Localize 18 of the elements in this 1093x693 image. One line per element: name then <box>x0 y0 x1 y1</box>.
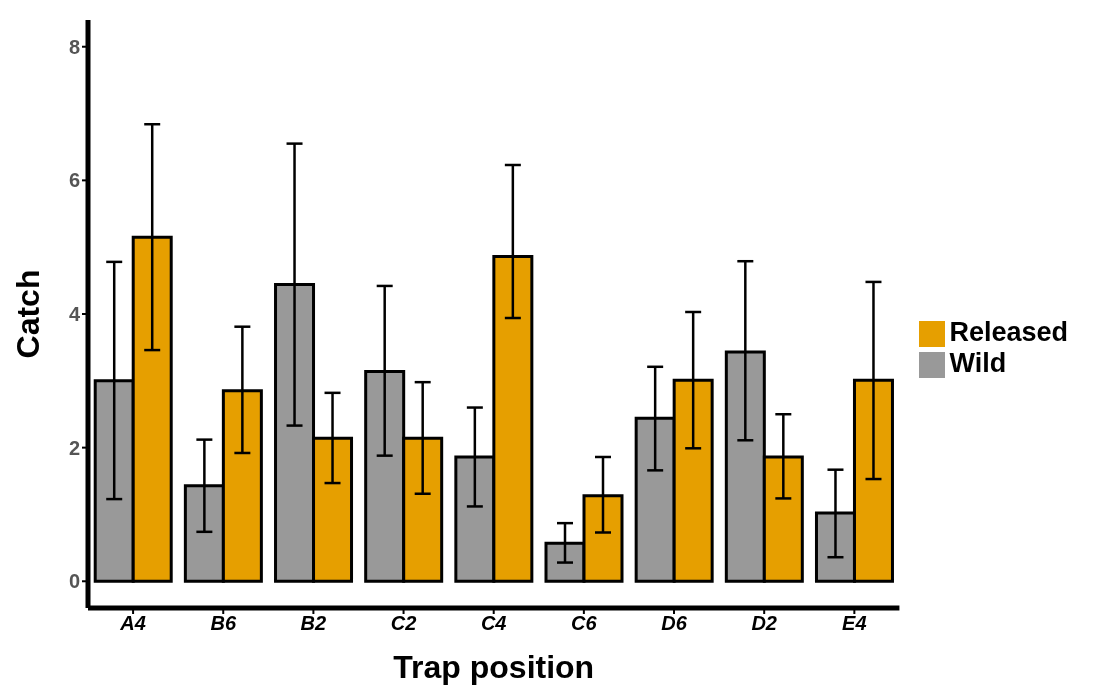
x-tick-label: C2 <box>390 612 417 635</box>
x-tick-label: B2 <box>300 612 327 635</box>
x-tick-label: B6 <box>210 612 237 635</box>
y-tick-label: 6 <box>68 169 80 192</box>
x-tick-label: C6 <box>571 612 598 635</box>
x-tick-label: D6 <box>661 612 688 635</box>
y-tick-label: 2 <box>68 436 80 459</box>
x-tick-label: E4 <box>842 612 867 635</box>
x-axis-title: Trap position <box>393 649 595 685</box>
legend-label: Released <box>949 317 1068 347</box>
y-axis-title: Catch <box>10 269 47 359</box>
y-tick-label: 4 <box>68 303 81 326</box>
x-tick-label: A4 <box>119 612 146 635</box>
legend-label: Wild <box>949 348 1007 378</box>
y-tick-label: 8 <box>68 35 80 58</box>
x-tick-label: D2 <box>751 612 777 635</box>
y-tick-label: 0 <box>68 570 80 593</box>
x-tick-label: C4 <box>480 612 507 635</box>
